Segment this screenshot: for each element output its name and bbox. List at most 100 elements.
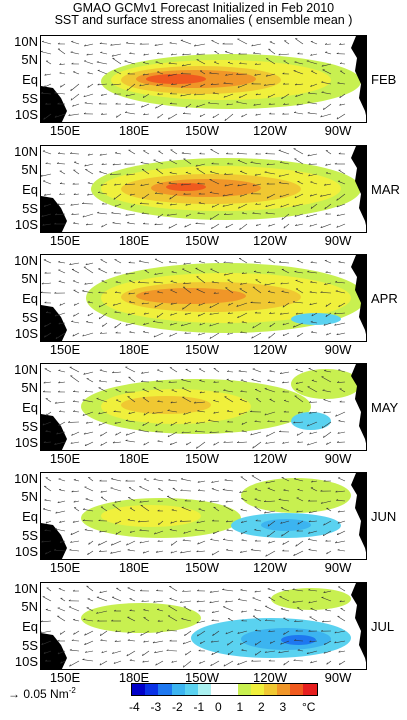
wind-vector-head <box>308 174 311 177</box>
wind-vector <box>181 83 192 88</box>
wind-vector-head <box>324 642 326 645</box>
wind-vector <box>197 480 206 483</box>
wind-vector <box>236 302 248 307</box>
wind-vector-head <box>337 431 340 434</box>
wind-vector <box>197 213 206 215</box>
wind-vector <box>172 487 178 492</box>
wind-vector-head <box>97 619 100 622</box>
wind-vector-head <box>69 263 72 265</box>
wind-vector-head <box>57 102 60 105</box>
wind-vector-head <box>198 609 201 612</box>
wind-vector <box>100 259 108 264</box>
wind-vector <box>213 506 220 512</box>
wind-vector <box>197 540 206 545</box>
wind-vector-head <box>209 306 212 309</box>
wind-vector-head <box>209 312 212 315</box>
wind-vector <box>307 102 318 105</box>
wind-vector <box>82 399 94 403</box>
wind-vector <box>167 73 178 77</box>
wind-vector-head <box>114 325 116 329</box>
wind-vector-head <box>284 399 287 401</box>
wind-vector <box>252 322 262 329</box>
wind-vector-head <box>42 390 46 393</box>
wind-vector <box>211 488 220 492</box>
wind-vector-head <box>82 334 85 337</box>
wind-vector <box>130 203 136 208</box>
wind-vector <box>321 63 332 67</box>
wind-vector-head <box>143 53 146 56</box>
wind-vector <box>129 331 136 334</box>
wind-vector-head <box>295 224 298 226</box>
wind-vector-head <box>210 640 213 643</box>
wind-vector <box>143 617 150 622</box>
wind-vector <box>199 70 206 75</box>
lon-label: 150E <box>49 233 81 248</box>
wind-vector <box>169 172 178 175</box>
wind-vector-head <box>170 302 173 305</box>
wind-vector <box>310 83 318 87</box>
wind-vector <box>167 431 178 438</box>
wind-vector <box>43 203 52 207</box>
wind-vector <box>196 103 206 108</box>
wind-vector-head <box>102 324 104 327</box>
wind-vector-head <box>85 263 88 266</box>
wind-vector <box>182 590 192 592</box>
wind-vector <box>154 530 164 535</box>
land-new-guinea <box>41 305 67 341</box>
wind-vector-head <box>239 642 242 645</box>
wind-vector-head <box>239 194 242 197</box>
wind-vector-head <box>213 399 216 401</box>
wind-vector-head <box>138 520 140 523</box>
wind-vector-head <box>168 478 171 481</box>
wind-vector <box>54 441 66 445</box>
wind-vector <box>255 113 262 116</box>
wind-vector-head <box>70 441 73 444</box>
wind-vector <box>252 213 262 215</box>
wind-vector-head <box>84 101 87 104</box>
wind-vector-head <box>112 163 115 166</box>
wind-vector-head <box>309 411 311 414</box>
wind-vector <box>311 312 318 317</box>
wind-vector <box>111 540 122 546</box>
wind-vector-head <box>269 370 272 372</box>
wind-vector-head <box>211 553 214 556</box>
wind-vector-head <box>195 222 198 224</box>
wind-vector <box>297 649 304 652</box>
wind-vector <box>72 332 80 337</box>
wind-vector <box>307 153 318 157</box>
wind-vector-head <box>269 312 272 314</box>
color-bar-tick: -3 <box>150 700 162 714</box>
wind-vector <box>111 596 122 602</box>
wind-vector <box>292 203 304 207</box>
sst-anomaly-map <box>41 583 366 669</box>
wind-vector <box>224 479 234 482</box>
wind-vector-head <box>338 152 341 155</box>
wind-vector-head <box>58 369 61 371</box>
color-bar-swatch <box>171 684 185 695</box>
wind-vector <box>326 332 332 336</box>
wind-vector-head <box>196 521 199 524</box>
wind-vector-head <box>83 618 86 620</box>
wind-vector-head <box>73 410 76 412</box>
wind-vector <box>72 280 80 284</box>
wind-vector <box>240 332 248 334</box>
wind-vector-head <box>71 320 74 322</box>
wind-vector <box>294 171 304 175</box>
wind-vector-head <box>157 608 160 610</box>
wind-vector <box>87 83 94 88</box>
wind-vector-head <box>200 641 202 644</box>
wind-vector-head <box>129 530 132 533</box>
wind-vector-head <box>45 608 48 610</box>
wind-vector <box>114 183 122 186</box>
wind-vector <box>59 193 66 195</box>
wind-vector-head <box>56 162 59 164</box>
wind-vector <box>57 615 66 622</box>
wind-vector <box>143 150 150 155</box>
wind-vector-head <box>211 619 214 621</box>
wind-vector-head <box>266 182 269 185</box>
wind-vector-head <box>59 303 62 306</box>
wind-vector <box>266 193 276 199</box>
wind-vector <box>114 259 122 264</box>
wind-vector-head <box>335 414 337 417</box>
wind-vector-head <box>297 411 300 414</box>
